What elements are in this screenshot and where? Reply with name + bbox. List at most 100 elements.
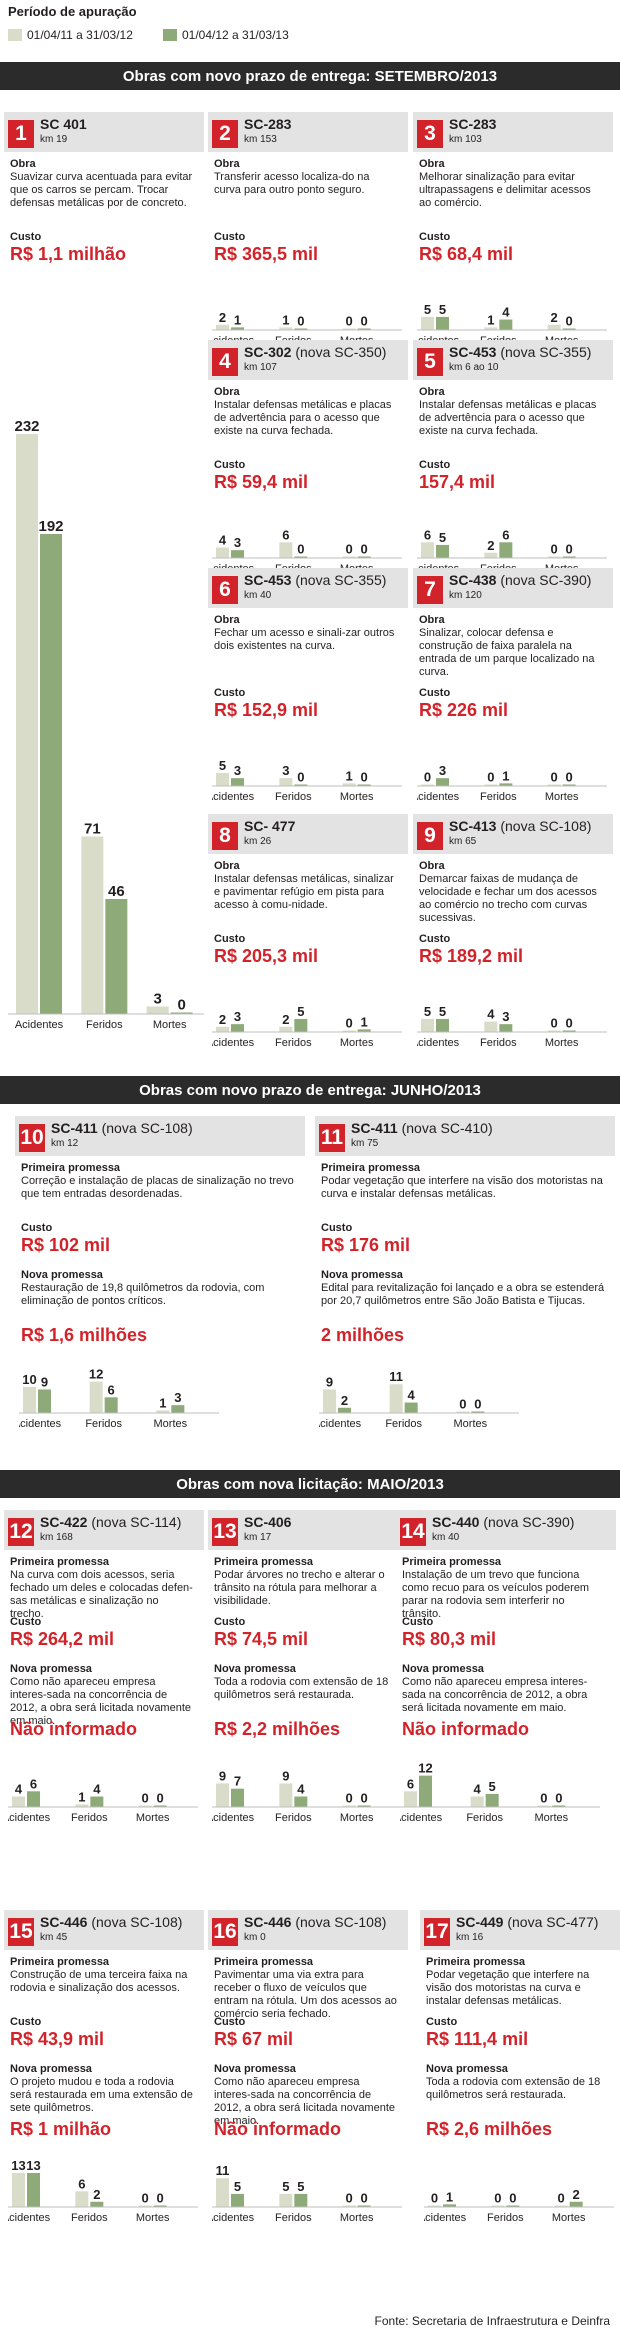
obra-description: Demarcar faixas de mudança de velocidade… — [419, 873, 603, 925]
bar-value-label: 2 — [93, 2187, 100, 2202]
bar-value-label: 9 — [219, 1768, 226, 1783]
bar-acidentes-period-1 — [216, 773, 229, 786]
road-code: SC-446 — [40, 1914, 87, 1930]
category-label: Acidentes — [212, 2212, 255, 2224]
bar-value-label: 0 — [551, 770, 558, 785]
road-new-name: (nova SC-390) — [500, 572, 591, 588]
new-promise-label: Nova promessa — [402, 1663, 484, 1675]
bar-value-label: 5 — [439, 1004, 446, 1019]
road-km: km 0 — [244, 1932, 266, 1943]
bar-value-label: 3 — [234, 763, 241, 778]
panel-number-badge: 2 — [212, 120, 238, 148]
category-label: Acidentes — [319, 1418, 362, 1430]
panel-header: 12 SC-422 (nova SC-114) km 168 — [4, 1510, 204, 1550]
cost-label: Custo — [419, 231, 450, 243]
bar-value-label: 5 — [297, 2179, 304, 2194]
cost-label: Custo — [10, 2016, 41, 2028]
bar-value-label: 5 — [219, 758, 226, 773]
obra-label: Obra — [10, 158, 36, 170]
road-new-name: (nova SC-108) — [500, 818, 591, 834]
panel-header: 7 SC-438 (nova SC-390) km 120 — [413, 568, 613, 608]
road-name: SC-283 — [449, 116, 496, 132]
bar-mortes-period-1 — [548, 325, 561, 330]
bar-value-label: 5 — [424, 302, 431, 317]
bar-value-label: 0 — [361, 1791, 368, 1806]
road-name: SC-413 (nova SC-108) — [449, 818, 591, 834]
obra-description: Melhorar sinalização para evitar ultrapa… — [419, 171, 603, 210]
bar-value-label: 4 — [474, 1782, 482, 1797]
bar-acidentes-period-1 — [216, 325, 229, 330]
bar-feridos-period-2 — [90, 1797, 103, 1807]
new-cost-value: R$ 2,6 milhões — [426, 2119, 552, 2140]
panel-number-badge: 16 — [212, 1918, 238, 1946]
accident-chart-3: 55Acidentes14Feridos20Mortes — [417, 272, 607, 348]
accident-chart-1: 232192Acidentes7146Feridos3 0Mortes — [8, 412, 204, 1032]
bar-value-label: 3 — [439, 763, 446, 778]
category-label: Mortes — [340, 1037, 374, 1049]
obra-description: Instalação de um trevo que funciona como… — [402, 1569, 606, 1621]
bar-acidentes-period-1 — [23, 1387, 36, 1413]
bar-feridos-period-2 — [499, 320, 512, 330]
obra-description: Instalar defensas metálicas, sinalizar e… — [214, 873, 398, 912]
bar-value-label: 6 — [424, 527, 431, 542]
bar-value-label: 5 — [489, 1779, 496, 1794]
bar-value-label: 3 — [234, 535, 241, 550]
bar-value-label: 2 — [219, 1012, 226, 1027]
bar-value-label: 0 — [157, 2191, 164, 2206]
accident-chart-7: 03Acidentes01Feridos00Mortes — [417, 728, 607, 804]
first-promise-label: Primeira promessa — [10, 1956, 109, 1968]
panel-header: 2 SC-283 km 153 — [208, 112, 408, 152]
bar-acidentes-period-1 — [216, 548, 229, 558]
bar-value-label: 3 — [153, 991, 161, 1008]
new-cost-value: R$ 2,2 milhões — [214, 1719, 340, 1740]
category-label: Feridos — [487, 2212, 524, 2224]
cost-label: Custo — [426, 2016, 457, 2028]
obra-description: Podar árvores no trecho e alterar o trân… — [214, 1569, 398, 1608]
panel-header: 10 SC-411 (nova SC-108) km 12 — [15, 1116, 305, 1156]
obra-label: Obra — [419, 614, 445, 626]
bar-acidentes-period-1 — [12, 1797, 25, 1807]
bar-value-label: 9 — [41, 1374, 48, 1389]
road-code: SC-283 — [449, 116, 496, 132]
road-name: SC-302 (nova SC-350) — [244, 344, 386, 360]
bar-value-label: 5 — [439, 302, 446, 317]
bar-value-label: 5 — [439, 530, 446, 545]
cost-label: Custo — [214, 1616, 245, 1628]
obra-label: Obra — [419, 860, 445, 872]
bar-acidentes-period-2 — [419, 1776, 432, 1807]
bar-value-label: 0 — [509, 2191, 516, 2206]
cost-label: Custo — [10, 1616, 41, 1628]
bar-value-label: 4 — [297, 1782, 305, 1797]
category-label: Feridos — [71, 2212, 108, 2224]
new-cost-value: R$ 1,6 milhões — [21, 1325, 147, 1346]
new-cost-value: Não informado — [402, 1719, 529, 1740]
road-km: km 75 — [351, 1138, 378, 1149]
road-new-name: (nova SC-108) — [102, 1120, 193, 1136]
obra-description: Suavizar curva acentuada para evitar que… — [10, 171, 194, 210]
obra-description: Transferir acesso localiza-do na curva p… — [214, 171, 398, 197]
panel-number-badge: 1 — [8, 120, 34, 148]
bar-value-label: 2 — [282, 1012, 289, 1027]
accident-chart-2: 21Acidentes10Feridos00Mortes — [212, 272, 402, 348]
accident-chart-12: 46Acidentes14Feridos00Mortes — [8, 1749, 198, 1825]
road-code: SC-411 — [351, 1120, 398, 1136]
bar-value-label: 4 — [15, 1782, 23, 1797]
new-promise-description: Toda a rodovia com extensão de 18 quilôm… — [214, 1676, 398, 1702]
bar-acidentes-period-2 — [436, 778, 449, 786]
new-cost-value: 2 milhões — [321, 1325, 404, 1346]
bar-feridos-period-1 — [279, 778, 292, 786]
cost-value: R$ 111,4 mil — [426, 2029, 528, 2050]
obra-label: Obra — [214, 860, 240, 872]
bar-value-label: 0 — [346, 1016, 353, 1031]
panel-header: 4 SC-302 (nova SC-350) km 107 — [208, 340, 408, 380]
bar-value-label: 1 — [78, 1789, 85, 1804]
category-label: Mortes — [340, 1812, 374, 1824]
bar-value-label: 6 — [108, 1382, 115, 1397]
cost-value: R$ 226 mil — [419, 700, 508, 721]
bar-value-label: 6 — [407, 1776, 414, 1791]
bar-value-label: 2 — [341, 1393, 348, 1408]
road-new-name: (nova SC-355) — [295, 572, 386, 588]
bar-value-label: 0 — [566, 1016, 573, 1031]
road-km: km 6 ao 10 — [449, 362, 498, 373]
accident-chart-9: 55Acidentes43Feridos00Mortes — [417, 974, 607, 1050]
